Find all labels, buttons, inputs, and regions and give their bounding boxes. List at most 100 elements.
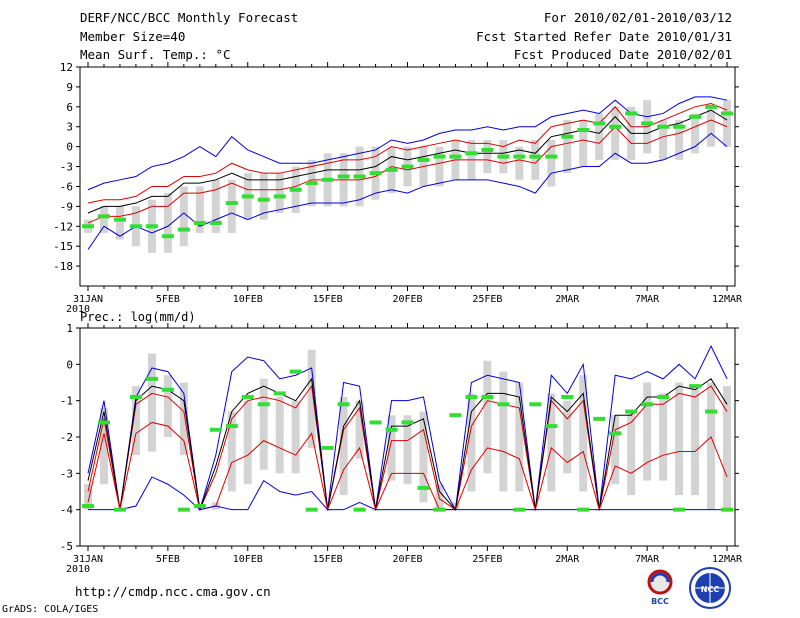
bcc-logo-text: BCC	[651, 597, 669, 606]
obs-marker	[529, 154, 542, 159]
spread-box	[723, 386, 732, 510]
obs-marker	[641, 121, 654, 126]
obs-marker	[257, 197, 270, 202]
spread-box	[579, 375, 588, 492]
x-tick-label: 31JAN	[73, 294, 103, 305]
obs-marker	[705, 104, 718, 109]
x-tick-label: 15FEB	[313, 554, 343, 565]
y-tick-label: -5	[60, 540, 73, 553]
y-tick-label: -3	[60, 467, 73, 480]
obs-marker	[337, 174, 350, 179]
obs-marker	[241, 194, 254, 199]
series-line-max	[87, 96, 728, 191]
spread-box	[275, 397, 284, 474]
spread-box	[467, 393, 476, 492]
spread-box	[691, 113, 700, 154]
bcc-logo: BCC	[640, 568, 688, 612]
obs-marker	[113, 507, 126, 512]
obs-marker	[321, 177, 334, 182]
obs-marker	[97, 214, 110, 219]
y-tick-label: 12	[60, 61, 73, 74]
spread-box	[563, 120, 572, 174]
obs-marker	[577, 507, 590, 512]
obs-marker	[289, 187, 302, 192]
grads-credit: GrADS: COLA/IGES	[2, 604, 99, 615]
chart-title: DERF/NCC/BCC Monthly Forecast	[80, 10, 299, 25]
obs-marker	[609, 431, 622, 436]
obs-marker	[529, 402, 542, 407]
obs-marker	[305, 181, 318, 186]
series-line-mean	[87, 109, 728, 214]
x-tick-label: 31JAN	[73, 554, 103, 565]
obs-marker	[545, 154, 558, 159]
obs-marker	[417, 157, 430, 162]
variable-label: Mean Surf. Temp.: °C	[80, 47, 231, 62]
obs-marker	[609, 124, 622, 129]
obs-marker	[82, 504, 94, 509]
x-tick-label: 20FEB	[392, 554, 422, 565]
obs-marker	[193, 504, 206, 509]
obs-marker	[273, 194, 286, 199]
footer-url[interactable]: http://cmdp.ncc.cma.gov.cn	[75, 584, 271, 599]
y-tick-label: -3	[60, 161, 73, 174]
x-tick-label: 20FEB	[392, 294, 422, 305]
spread-box	[163, 375, 172, 437]
spread-box	[147, 353, 156, 452]
obs-marker	[321, 445, 334, 450]
spread-box	[483, 140, 492, 174]
obs-marker	[449, 154, 462, 159]
series-line-lower	[87, 421, 728, 512]
obs-marker	[337, 402, 350, 407]
obs-marker	[465, 395, 478, 400]
spread-box	[579, 120, 588, 167]
x-tick-label: 10FEB	[233, 294, 263, 305]
series-line-upper	[87, 384, 728, 512]
series-line-upper	[87, 102, 728, 204]
obs-marker	[481, 395, 494, 400]
obs-marker	[497, 402, 510, 407]
obs-marker	[401, 420, 414, 425]
spread-box	[515, 382, 524, 492]
year-label: 2010	[66, 304, 90, 315]
spread-box	[99, 206, 108, 233]
obs-marker	[289, 369, 302, 374]
spread-box	[211, 179, 220, 233]
spread-box	[259, 378, 268, 470]
obs-marker	[625, 409, 638, 414]
spread-box	[611, 415, 620, 485]
spread-box	[707, 106, 716, 147]
year-label: 2010	[66, 564, 90, 575]
spread-box	[707, 382, 716, 510]
series-line-mean	[87, 377, 728, 511]
obs-marker	[145, 224, 158, 229]
spread-box	[163, 193, 172, 253]
obs-marker	[161, 387, 174, 392]
y-tick-label: -12	[53, 220, 73, 233]
y-tick-label: 9	[66, 81, 73, 94]
spread-box	[179, 382, 188, 456]
x-tick-label: 25FEB	[472, 294, 502, 305]
obs-marker	[593, 121, 606, 126]
spread-box	[659, 393, 668, 481]
obs-marker	[593, 416, 606, 421]
obs-marker	[705, 409, 718, 414]
x-tick-label: 5FEB	[156, 294, 180, 305]
spread-box	[227, 179, 236, 233]
obs-marker	[209, 427, 222, 432]
spread-box	[595, 113, 604, 160]
obs-marker	[417, 485, 430, 490]
obs-marker	[353, 174, 366, 179]
spread-box	[659, 120, 668, 160]
y-tick-label: -1	[60, 395, 73, 408]
obs-marker	[433, 507, 446, 512]
obs-marker	[353, 507, 366, 512]
spread-box	[499, 371, 508, 492]
spread-box	[355, 400, 364, 459]
obs-marker	[561, 134, 574, 139]
forecast-period: For 2010/02/01-2010/03/12	[543, 10, 732, 25]
obs-marker	[209, 220, 222, 225]
spread-box	[643, 382, 652, 481]
x-tick-label: 10FEB	[233, 554, 263, 565]
y-tick-label: 0	[66, 358, 73, 371]
